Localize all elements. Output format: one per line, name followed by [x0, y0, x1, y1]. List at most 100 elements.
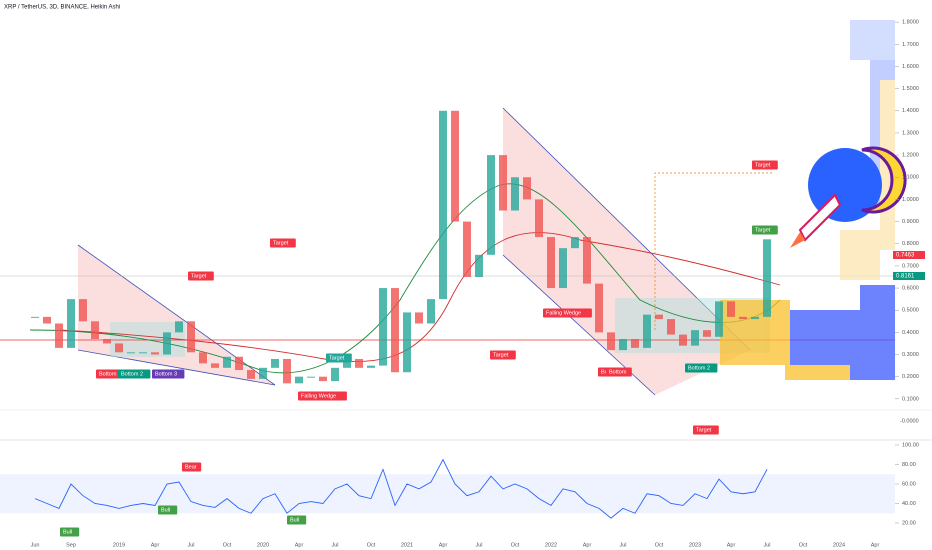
x-tick-label: Sep: [66, 542, 76, 548]
target-line: [654, 172, 773, 330]
candle: [391, 288, 399, 373]
x-tick-label: Oct: [511, 542, 520, 548]
annotation: Target: [755, 162, 771, 168]
chart-title: XRP / TetherUS, 3D, BINANCE, Heikin Ashi: [4, 5, 120, 11]
candle: [379, 288, 387, 366]
annotation-box: [152, 369, 185, 379]
annotation: Falling Wedge: [301, 393, 336, 399]
volume-zero-label: -0.0000: [900, 418, 919, 424]
annotation: Target: [755, 227, 771, 233]
candle: [583, 237, 591, 284]
y-tick-label: 0.3000: [902, 352, 919, 358]
candle: [715, 301, 723, 337]
y2-tick-label: 60.00: [902, 481, 916, 487]
x-tick-label: 2020: [257, 542, 269, 548]
candle: [223, 356, 231, 368]
x-tick-label: Apr: [151, 542, 160, 548]
annotation: Bear: [185, 464, 197, 470]
annotation: Falling Wedge: [546, 310, 581, 316]
candle: [439, 110, 447, 300]
candle: [343, 358, 351, 368]
annotation: Bottom 2: [688, 365, 710, 371]
annotation: Bottom: [609, 369, 627, 375]
candle: [211, 363, 219, 368]
candle: [163, 332, 171, 355]
candle: [475, 254, 483, 277]
annotation-box: [543, 308, 592, 318]
y-tick-label: 1.2000: [902, 153, 919, 159]
annotation: Target: [191, 273, 207, 279]
annotation-box: [752, 160, 778, 170]
candle: [427, 299, 435, 324]
candle: [643, 314, 651, 348]
annotation: Bull: [290, 517, 299, 523]
y-tick-label: 0.7000: [902, 263, 919, 269]
x-tick-label: Jun: [31, 542, 40, 548]
candle: [751, 316, 759, 320]
x-tick-label: 2024: [833, 542, 845, 548]
x-tick-label: 2023: [689, 542, 701, 548]
rocket-flame: [790, 232, 805, 248]
annotation: Target: [329, 355, 345, 361]
candle: [535, 199, 543, 238]
candle: [187, 321, 195, 353]
y-tick-label: 0.2000: [902, 374, 919, 380]
candle: [103, 339, 111, 344]
annotation: Bottom 2: [121, 371, 143, 377]
x-tick-label: Jul: [763, 542, 770, 548]
candle: [283, 358, 291, 384]
candle: [547, 237, 555, 289]
candle: [403, 312, 411, 373]
candle: [127, 352, 135, 354]
y-tick-label: 1.0000: [902, 197, 919, 203]
candle: [175, 321, 183, 333]
candle: [511, 177, 519, 211]
candle: [415, 312, 423, 324]
y2-tick-label: 80.00: [902, 462, 916, 468]
candle: [487, 155, 495, 255]
moving-average: [59, 232, 781, 362]
y2-tick-label: 20.00: [902, 520, 916, 526]
candle: [307, 376, 315, 378]
y-tick-label: 1.6000: [902, 64, 919, 70]
candle: [43, 316, 51, 324]
annotation: Bottom 3: [155, 371, 177, 377]
moon: [861, 146, 907, 214]
price-tag: [893, 251, 925, 259]
candle: [247, 370, 255, 379]
candle: [31, 316, 39, 318]
price-tag-label: 0.8161: [896, 274, 915, 280]
x-tick-label: Apr: [871, 542, 880, 548]
y-tick-label: 1.1000: [902, 175, 919, 181]
x-tick-label: Apr: [727, 542, 736, 548]
annotation-box: [118, 369, 151, 379]
candle: [679, 334, 687, 346]
candle: [91, 321, 99, 340]
candle: [199, 352, 207, 364]
x-tick-label: Jul: [475, 542, 482, 548]
x-tick-label: 2019: [113, 542, 125, 548]
candle: [523, 177, 531, 200]
x-tick-label: Jul: [187, 542, 194, 548]
candle: [331, 367, 339, 382]
y-tick-label: 0.4000: [902, 330, 919, 336]
candle: [259, 367, 267, 379]
candle: [667, 319, 675, 335]
annotation-box: [606, 367, 632, 377]
x-tick-label: Oct: [799, 542, 808, 548]
y2-tick-label: 40.00: [902, 501, 916, 507]
candle: [151, 352, 159, 355]
moving-average: [29, 183, 781, 374]
candle: [319, 376, 327, 382]
x-tick-label: Apr: [295, 542, 304, 548]
x-tick-label: 2021: [401, 542, 413, 548]
candle: [367, 365, 375, 368]
y-tick-label: 0.9000: [902, 219, 919, 225]
annotation: Bull: [63, 529, 72, 535]
x-tick-label: Jul: [619, 542, 626, 548]
annotation-box: [158, 505, 178, 515]
x-tick-label: Apr: [583, 542, 592, 548]
annotation-box: [693, 425, 719, 435]
annotation: Bull: [161, 507, 170, 513]
